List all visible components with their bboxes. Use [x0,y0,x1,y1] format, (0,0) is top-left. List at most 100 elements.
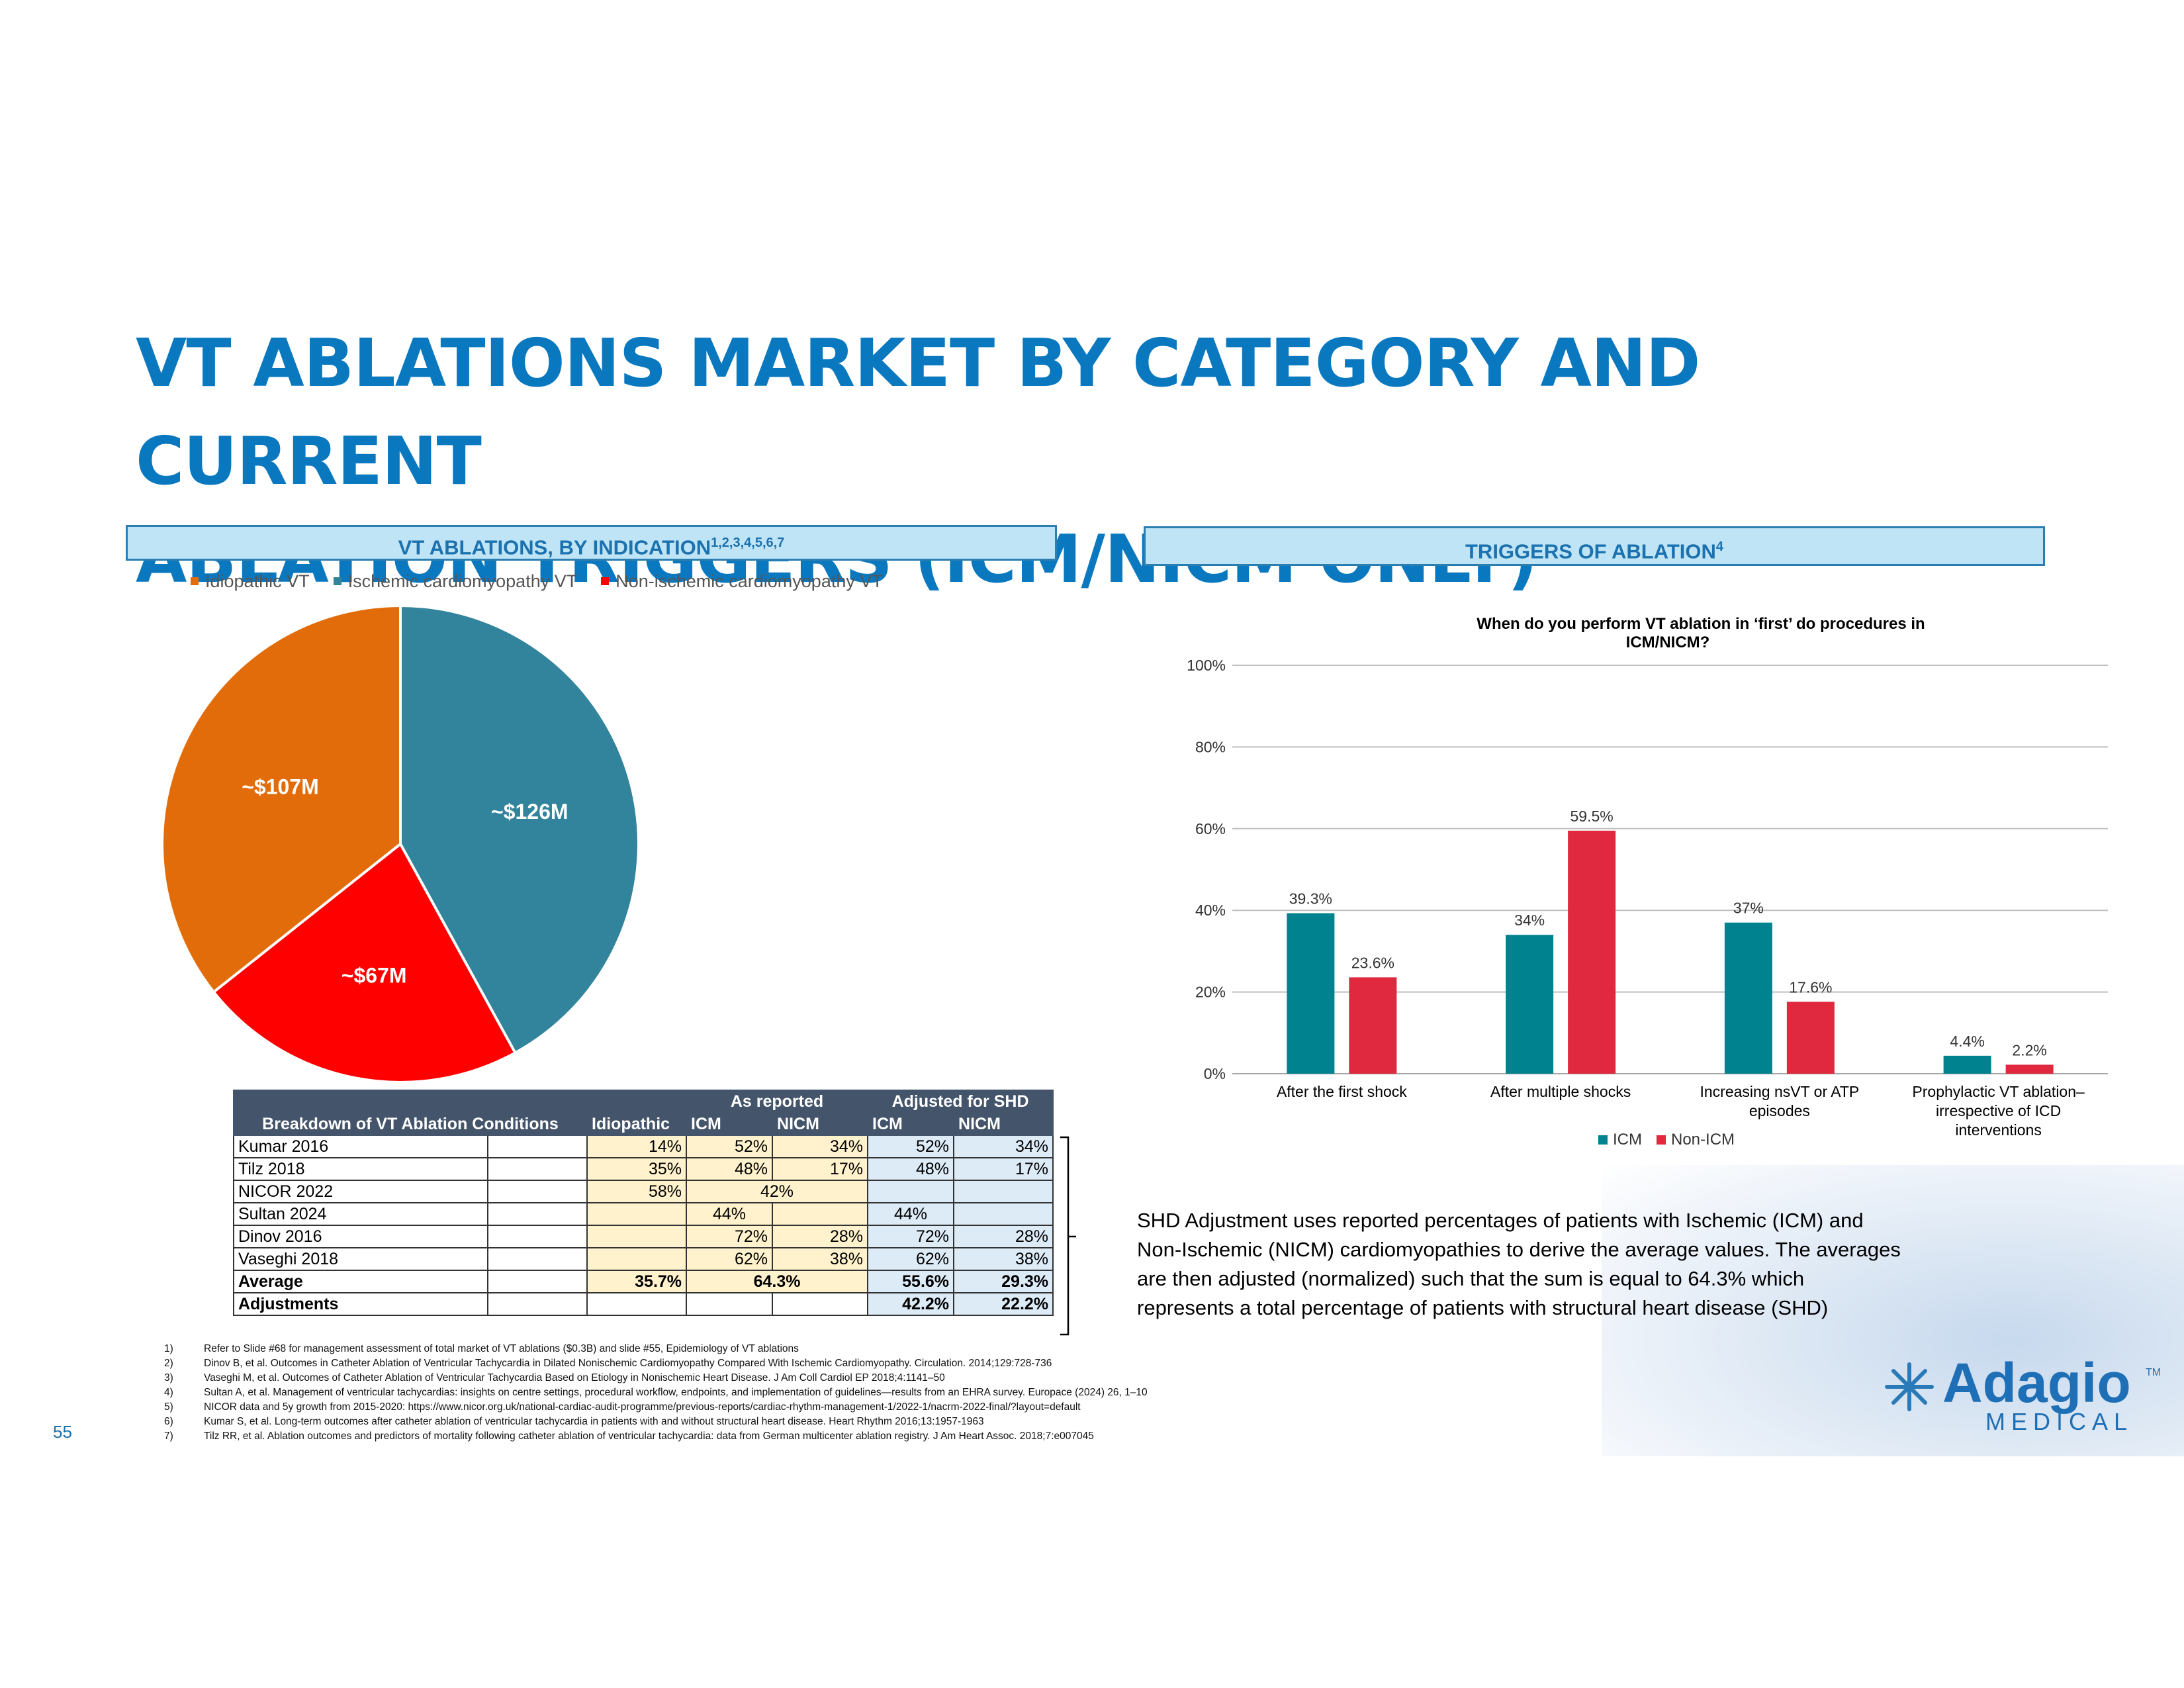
table-row: Tilz 2018 35% 48% 17% 48% 17% [233,1157,1054,1181]
pie-slice-label: ~$126M [491,800,569,823]
y-tick-label: 40% [1195,902,1226,919]
icm-cell: 48% [686,1157,774,1181]
x-tick-label: Prophylactic VT ablation– [1912,1083,2085,1100]
table-column-header-row: Breakdown of VT Ablation Conditions Idio… [233,1112,1054,1136]
bar-value-label: 2.2% [2012,1041,2046,1058]
bar-header-text: TRIGGERS OF ABLATION [1465,539,1716,563]
x-tick-label: interventions [1955,1121,2041,1139]
adj-nicm-cell: 17% [953,1157,1054,1181]
y-tick-label: 100% [1187,657,1226,674]
bar [1786,1002,1835,1074]
bar-legend-label: ICM [1613,1131,1642,1149]
table-row: Dinov 2016 72% 28% 72% 28% [233,1225,1054,1248]
pie-legend: Idiopathic VT Ischemic cardiomyopathy VT… [191,568,907,594]
icm-cell: 44% [686,1202,774,1226]
adj-icm-cell: 72% [867,1225,955,1248]
adj-icm-cell: 62% [867,1247,955,1271]
average-idio: 35.7% [586,1270,688,1293]
title-line-1: VT ABLATIONS MARKET BY CATEGORY AND CURR… [136,324,1701,500]
bar [1506,935,1554,1074]
adj-icm-cell: 44% [867,1202,955,1226]
table-row: NICOR 2022 58% 42% [233,1180,1054,1203]
bar [2005,1064,2054,1074]
x-tick-label: episodes [1749,1102,1810,1119]
bar-header-sup: 4 [1715,539,1723,554]
pie-legend-label: Idiopathic VT [205,571,310,591]
adj-nicm-cell: 28% [953,1225,1054,1248]
col-adj-nicm: NICM [953,1112,1054,1136]
pie-legend-label: Non-ischemic cardiomyopathy VT [615,571,883,591]
bar-value-label: 17.6% [1789,978,1832,996]
col-nicm: NICM [772,1112,869,1136]
reference-item: 1) Refer to Slide #68 for management asse… [164,1343,799,1354]
adjustments-label: Adjustments [233,1292,488,1316]
y-tick-label: 0% [1204,1065,1226,1082]
nicm-cell: 28% [772,1225,869,1248]
snow-background [1602,1165,2184,1456]
adjustments-adj-nicm: 22.2% [953,1292,1054,1316]
pie-slice [212,841,518,1084]
bar-value-label: 59.5% [1570,808,1614,825]
col-icm: ICM [686,1112,774,1136]
reference-item: 6) Kumar S, et al. Long-term outcomes aft… [164,1416,984,1427]
legend-swatch-icon [333,577,341,585]
pie-slice-label: ~$67M [341,964,407,988]
nicm-cell: 38% [772,1247,869,1271]
adj-icm-cell: 48% [867,1157,955,1181]
legend-swatch-icon [1598,1135,1608,1145]
pie-header-sup: 1,2,3,4,5,6,7 [711,536,785,550]
icm-cell: 62% [686,1247,774,1271]
study-cell: Sultan 2024 [233,1202,488,1226]
shd-note: SHD Adjustment uses reported percentages… [1137,1206,1931,1323]
pie-section-header: VT ABLATIONS, BY INDICATION1,2,3,4,5,6,7 [126,525,1057,561]
col-adj-icm: ICM [867,1112,955,1136]
pie-header-text: VT ABLATIONS, BY INDICATION [398,536,711,559]
idio-cell: 35% [586,1157,688,1181]
study-cell: NICOR 2022 [233,1180,488,1203]
note-line: SHD Adjustment uses reported percentages… [1137,1209,1864,1232]
references: 1) Refer to Slide #68 for management asse… [164,1342,1587,1444]
bar [1943,1055,1991,1074]
idio-cell: 14% [586,1135,688,1158]
bar-legend-label: Non-ICM [1671,1131,1735,1149]
legend-swatch-icon [191,577,199,585]
nicm-cell: 34% [772,1135,869,1158]
y-tick-label: 60% [1195,820,1226,837]
bar-value-label: 23.6% [1351,954,1394,971]
bar-chart-title-line-2: ICM/NICM? [1626,633,1710,651]
reference-item: 3) Vaseghi M, et al. Outcomes of Catheter… [164,1372,945,1383]
icm-cell: 72% [686,1225,774,1248]
bar-value-label: 4.4% [1950,1033,1984,1050]
bar [1724,922,1772,1074]
adj-nicm-cell: 34% [953,1135,1054,1158]
icm-cell: 52% [686,1135,774,1158]
reference-item: 4) Sultan A, et al. Management of ventric… [164,1387,1148,1398]
legend-swatch-icon [601,577,610,585]
table-row: Sultan 2024 44% 44% [233,1202,1054,1226]
bar-section-header: TRIGGERS OF ABLATION4 [1144,526,2045,566]
x-tick-label: Increasing nsVT or ATP [1700,1083,1859,1100]
adagio-logo: Adagio TM MEDICAL [1885,1352,2161,1435]
x-tick-label: After the first shock [1277,1083,1407,1100]
reference-item: 5) NICOR data and 5y growth from 2015-202… [164,1401,1081,1413]
as-reported-header: As reported [686,1090,869,1113]
table-adjustments-row: Adjustments 42.2% 22.2% [233,1292,1054,1316]
nicm-cell: 17% [772,1157,869,1181]
bar-chart: When do you perform VT ablation in ‘firs… [1187,615,2108,1149]
average-adj-icm: 55.6% [867,1270,955,1293]
adjustments-adj-icm: 42.2% [867,1292,955,1316]
pie-slice [161,604,402,994]
study-cell: Kumar 2016 [233,1135,488,1158]
bar-chart-title: When do you perform VT ablation in ‘firs… [1477,615,1925,633]
study-cell: Tilz 2018 [233,1157,488,1181]
pie-chart: ~$126M ~$67M ~$107M [161,604,640,1084]
table-group-header-row: As reported Adjusted for SHD [232,1090,1054,1113]
bar-value-label: 39.3% [1289,890,1332,908]
bar [1287,913,1335,1074]
bar-value-label: 37% [1733,900,1764,917]
x-tick-label: irrespective of ICD [1936,1102,2061,1119]
study-cell: Dinov 2016 [233,1225,488,1248]
note-line: Non-Ischemic (NICM) cardiomyopathies to … [1137,1238,1901,1261]
legend-swatch-icon [1657,1135,1666,1145]
page-number: 55 [53,1422,72,1442]
